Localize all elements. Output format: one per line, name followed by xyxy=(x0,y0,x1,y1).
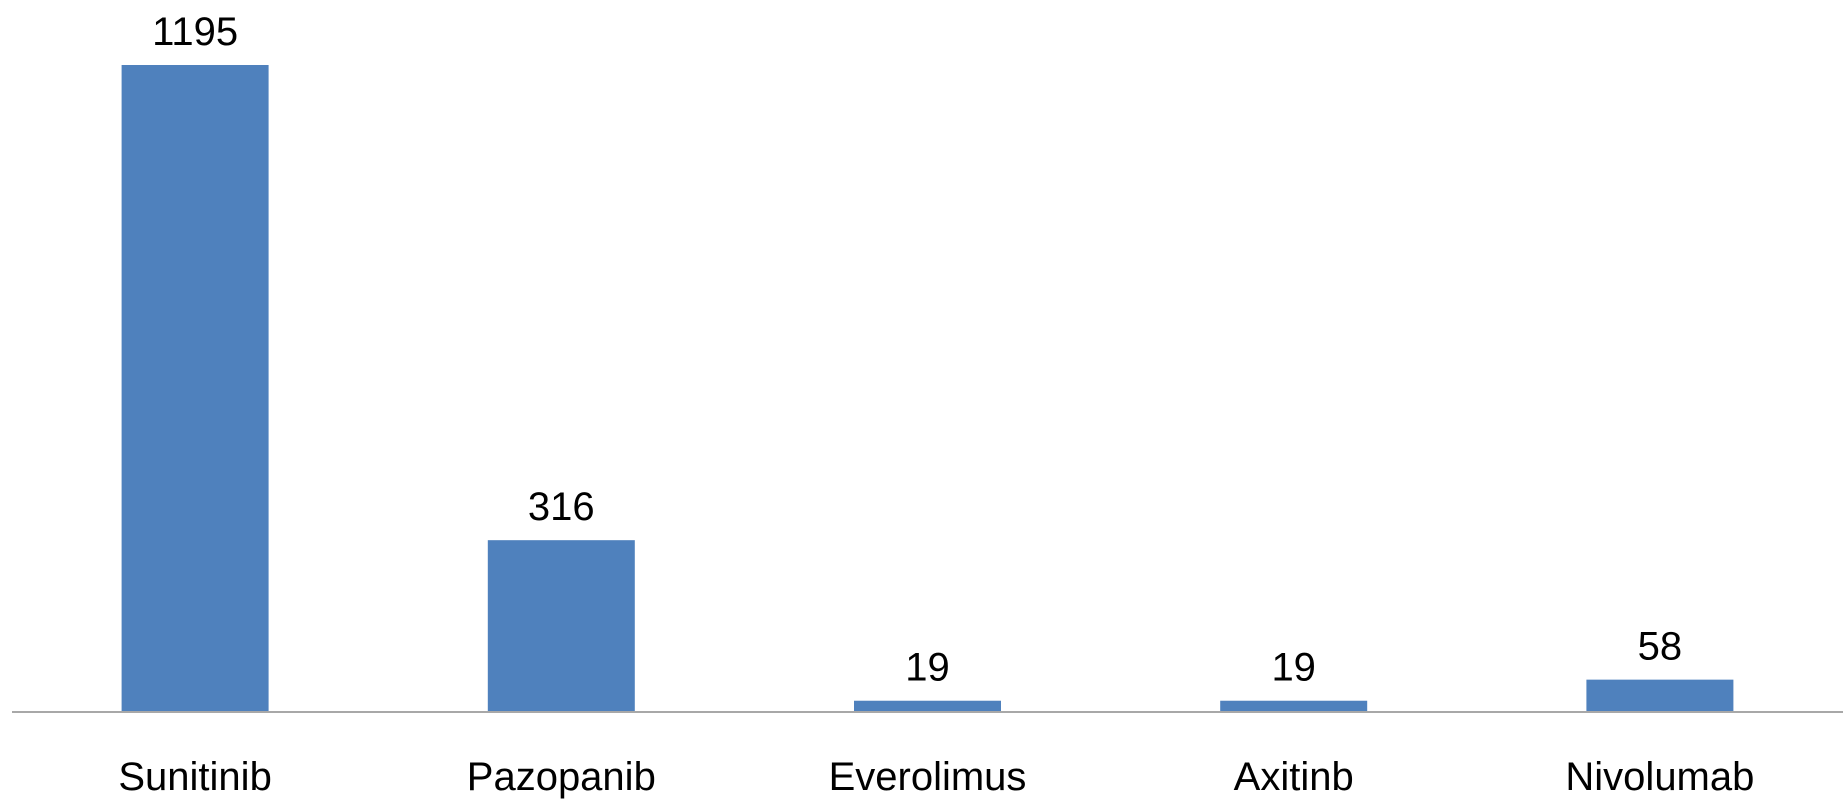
bar xyxy=(121,65,269,711)
x-tick-label: Sunitinib xyxy=(118,755,271,799)
x-tick-label: Pazopanib xyxy=(467,755,656,799)
bar xyxy=(854,700,1001,711)
x-tick-label: Everolimus xyxy=(829,755,1027,799)
bar xyxy=(1220,700,1368,711)
bar xyxy=(1586,679,1734,711)
value-label: 19 xyxy=(905,646,950,690)
value-label: 58 xyxy=(1638,625,1683,669)
value-label: 1195 xyxy=(152,10,238,54)
value-label: 316 xyxy=(528,485,595,529)
value-label: 19 xyxy=(1271,646,1316,690)
x-tick-label: Axitinb xyxy=(1234,755,1354,799)
x-tick-label: Nivolumab xyxy=(1565,755,1754,799)
bar xyxy=(487,540,635,711)
